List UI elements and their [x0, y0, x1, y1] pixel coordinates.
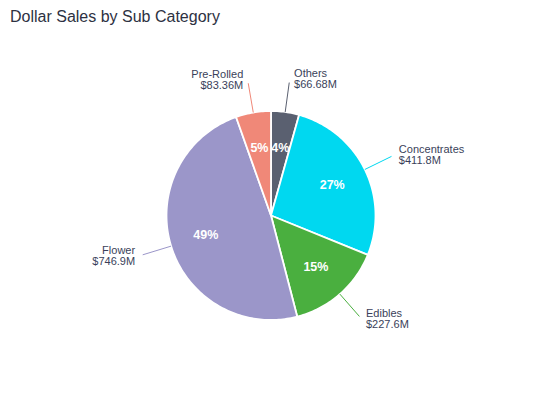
svg-text:Others$66.68M: Others$66.68M — [294, 67, 337, 90]
svg-text:Concentrates$411.8M: Concentrates$411.8M — [399, 143, 465, 166]
svg-text:Edibles$227.6M: Edibles$227.6M — [366, 307, 409, 330]
svg-text:Flower$746.9M: Flower$746.9M — [92, 244, 135, 267]
svg-text:15%: 15% — [303, 260, 328, 274]
svg-text:Pre-Rolled$83.36M: Pre-Rolled$83.36M — [191, 68, 243, 91]
html-text:Dollar Sales by Sub Category: Dollar Sales by Sub Category — [10, 8, 220, 25]
svg-text:5%: 5% — [250, 141, 268, 155]
svg-text:49%: 49% — [193, 228, 218, 242]
svg-text:4%: 4% — [271, 141, 289, 155]
svg-text:27%: 27% — [320, 178, 345, 192]
